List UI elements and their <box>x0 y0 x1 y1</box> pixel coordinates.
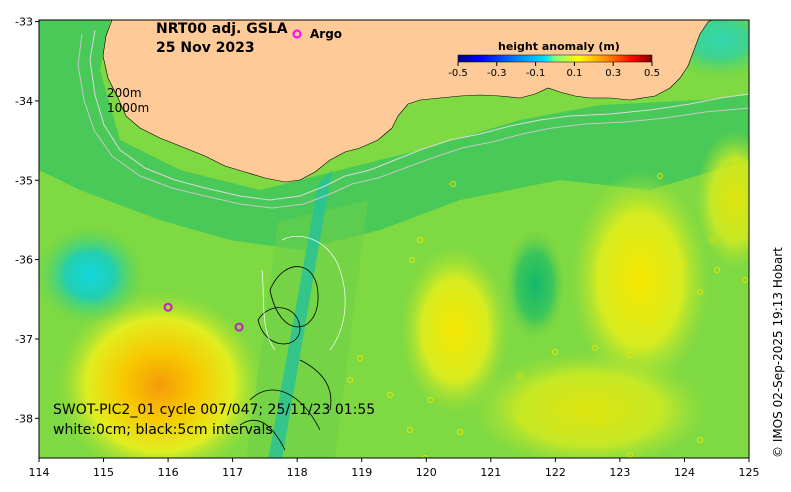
argo-float-marker <box>163 302 173 312</box>
lat-tick-label: -35 <box>15 174 33 187</box>
lon-tick-label: 115 <box>93 466 114 479</box>
lon-tick-label: 125 <box>739 466 760 479</box>
depth-label-200m: 200m <box>107 86 142 100</box>
colorbar-tick-label: 0.1 <box>566 68 582 79</box>
swot-nadir-gap <box>268 170 332 458</box>
lat-tick-label: -38 <box>15 412 33 425</box>
colorbar-tick-label: -0.5 <box>448 68 468 79</box>
colorbar-ticks: -0.5 -0.3 -0.1 0.1 0.3 0.5 <box>448 62 660 79</box>
lon-tick-label: 124 <box>674 466 695 479</box>
lon-tick-label: 118 <box>287 466 308 479</box>
cool-eddy-center <box>505 230 565 340</box>
swot-pass-label: SWOT-PIC2_01 cycle 007/047; 25/11/23 01:… <box>53 402 375 418</box>
swot-contour-legend: white:0cm; black:5cm intervals <box>53 422 273 438</box>
longitude-axis: 114 115 116 117 118 119 120 121 122 123 124 125 <box>29 458 760 479</box>
warm-eddy-east <box>570 170 710 390</box>
lon-tick-label: 120 <box>416 466 437 479</box>
warm-eddy-center <box>400 245 510 415</box>
colorbar-tick-label: 0.3 <box>605 68 621 79</box>
colorbar <box>457 54 653 63</box>
isobath-200m <box>89 29 749 201</box>
plot-frame <box>38 19 750 459</box>
lon-tick-label: 122 <box>545 466 566 479</box>
lon-tick-label: 119 <box>351 466 372 479</box>
latitude-axis: -33 -34 -35 -36 -37 -38 <box>15 16 39 425</box>
depth-label-1000m: 1000m <box>107 101 149 115</box>
argo-legend-marker <box>292 29 302 39</box>
swot-contours-white <box>261 235 346 351</box>
map-date: 25 Nov 2023 <box>156 40 255 56</box>
map-title: NRT00 adj. GSLA <box>156 21 288 37</box>
argo-floats <box>163 302 244 332</box>
warm-eddy-southwest <box>55 290 265 458</box>
colorbar-tick-label: -0.3 <box>487 68 507 79</box>
drifter-markers <box>347 157 748 458</box>
lat-tick-label: -36 <box>15 254 33 267</box>
shelf-band <box>39 20 749 250</box>
argo-float-marker <box>234 322 244 332</box>
colorbar-tick-label: 0.5 <box>644 68 660 79</box>
imos-credit: © IMOS 02-Sep-2025 19:13 Hobart <box>771 247 785 458</box>
map-plot-area <box>39 20 749 458</box>
warm-patch-south <box>470 350 710 458</box>
lon-tick-label: 114 <box>29 466 50 479</box>
argo-legend-label: Argo <box>310 27 342 41</box>
lon-tick-label: 121 <box>480 466 501 479</box>
lon-tick-label: 117 <box>222 466 243 479</box>
cool-eddy-west <box>39 225 145 325</box>
lat-tick-label: -37 <box>15 333 33 346</box>
isobath-1000m <box>77 33 749 209</box>
colorbar-tick-label: -0.1 <box>526 68 546 79</box>
lon-tick-label: 116 <box>158 466 179 479</box>
colorbar-title: height anomaly (m) <box>498 40 620 53</box>
warm-patch-edge <box>695 130 749 270</box>
lon-tick-label: 123 <box>609 466 630 479</box>
lat-tick-label: -33 <box>15 16 33 29</box>
lat-tick-label: -34 <box>15 95 33 108</box>
